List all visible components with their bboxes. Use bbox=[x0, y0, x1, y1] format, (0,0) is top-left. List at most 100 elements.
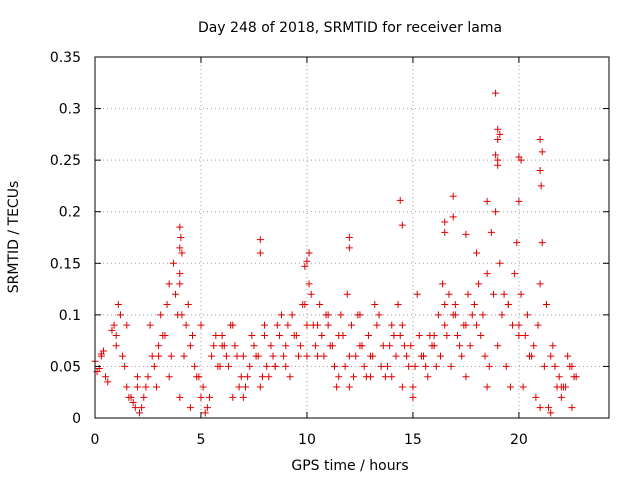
data-point bbox=[470, 301, 478, 309]
data-point bbox=[180, 352, 188, 360]
data-point bbox=[386, 342, 394, 350]
data-point bbox=[489, 290, 497, 298]
data-point bbox=[568, 404, 576, 412]
data-point bbox=[564, 352, 572, 360]
data-point bbox=[250, 342, 258, 350]
data-point bbox=[146, 321, 154, 329]
x-tick-label: 10 bbox=[298, 432, 316, 448]
x-tick-label: 20 bbox=[510, 432, 528, 448]
data-point bbox=[396, 196, 404, 204]
data-point bbox=[110, 321, 118, 329]
data-point bbox=[409, 383, 417, 391]
data-point bbox=[244, 373, 252, 381]
data-point bbox=[248, 331, 256, 339]
data-point bbox=[267, 342, 275, 350]
data-point bbox=[483, 270, 491, 278]
y-tick-label: 0.05 bbox=[50, 359, 81, 375]
data-point bbox=[305, 280, 313, 288]
data-point bbox=[506, 383, 514, 391]
data-point bbox=[350, 373, 358, 381]
data-point bbox=[155, 342, 163, 350]
data-point bbox=[271, 362, 279, 370]
data-point bbox=[269, 352, 277, 360]
data-point bbox=[345, 383, 353, 391]
data-point bbox=[189, 331, 197, 339]
data-point bbox=[186, 404, 194, 412]
data-point bbox=[481, 352, 489, 360]
data-point bbox=[157, 311, 165, 319]
data-point bbox=[492, 89, 500, 97]
data-point bbox=[451, 301, 459, 309]
data-point bbox=[311, 342, 319, 350]
data-point bbox=[314, 321, 322, 329]
data-point bbox=[345, 234, 353, 241]
data-point bbox=[138, 404, 146, 412]
data-point bbox=[551, 362, 559, 370]
data-point bbox=[144, 373, 152, 381]
data-point bbox=[288, 311, 296, 319]
data-point bbox=[360, 362, 368, 370]
data-point bbox=[341, 362, 349, 370]
data-point bbox=[530, 342, 538, 350]
data-point bbox=[119, 352, 127, 360]
data-point bbox=[451, 311, 459, 319]
y-tick-labels: 0 0.05 0.1 0.15 0.2 0.25 0.3 0.35 bbox=[50, 50, 81, 427]
data-point bbox=[449, 213, 457, 221]
data-point bbox=[534, 321, 542, 329]
data-point bbox=[492, 208, 500, 216]
data-point bbox=[284, 321, 292, 329]
data-point bbox=[324, 311, 332, 319]
data-point bbox=[303, 257, 311, 265]
data-point bbox=[297, 342, 305, 350]
data-point bbox=[152, 383, 160, 391]
data-point bbox=[519, 383, 527, 391]
data-point bbox=[229, 393, 237, 401]
data-point bbox=[318, 331, 326, 339]
data-point bbox=[358, 342, 366, 350]
data-point bbox=[422, 362, 430, 370]
data-point bbox=[494, 161, 502, 169]
data-point bbox=[379, 342, 387, 350]
data-point bbox=[400, 342, 408, 350]
data-point bbox=[468, 311, 476, 319]
data-point bbox=[165, 280, 173, 288]
data-point bbox=[540, 362, 548, 370]
data-point bbox=[235, 383, 243, 391]
data-point bbox=[172, 290, 180, 298]
data-point bbox=[436, 352, 444, 360]
data-point bbox=[538, 148, 546, 156]
data-point bbox=[114, 301, 122, 309]
data-point bbox=[199, 383, 207, 391]
data-point bbox=[231, 342, 239, 350]
data-point bbox=[381, 373, 389, 381]
y-axis-label: SRMTID / TECUs bbox=[6, 181, 22, 294]
data-point bbox=[178, 249, 186, 257]
data-point bbox=[509, 321, 517, 329]
data-point bbox=[275, 331, 283, 339]
data-point bbox=[511, 270, 519, 278]
data-point bbox=[388, 373, 396, 381]
data-point bbox=[193, 373, 201, 381]
y-tick-label: 0.1 bbox=[59, 308, 81, 324]
data-point bbox=[464, 290, 472, 298]
data-point bbox=[176, 280, 184, 288]
data-point bbox=[182, 321, 190, 329]
data-point bbox=[447, 362, 455, 370]
data-point bbox=[116, 311, 124, 319]
y-tick-label: 0.35 bbox=[50, 50, 81, 66]
data-point bbox=[403, 352, 411, 360]
data-point bbox=[500, 290, 508, 298]
x-tick-label: 0 bbox=[91, 432, 100, 448]
data-point bbox=[197, 321, 205, 329]
data-point bbox=[246, 362, 254, 370]
data-point bbox=[210, 342, 218, 350]
data-point bbox=[99, 347, 107, 355]
data-point bbox=[286, 373, 294, 381]
data-point bbox=[129, 399, 137, 407]
data-point bbox=[502, 362, 510, 370]
data-point bbox=[536, 280, 544, 288]
data-point bbox=[278, 311, 286, 319]
x-axis-label: GPS time / hours bbox=[291, 458, 408, 474]
y-tick-label: 0.15 bbox=[50, 256, 81, 272]
data-point bbox=[307, 290, 315, 298]
